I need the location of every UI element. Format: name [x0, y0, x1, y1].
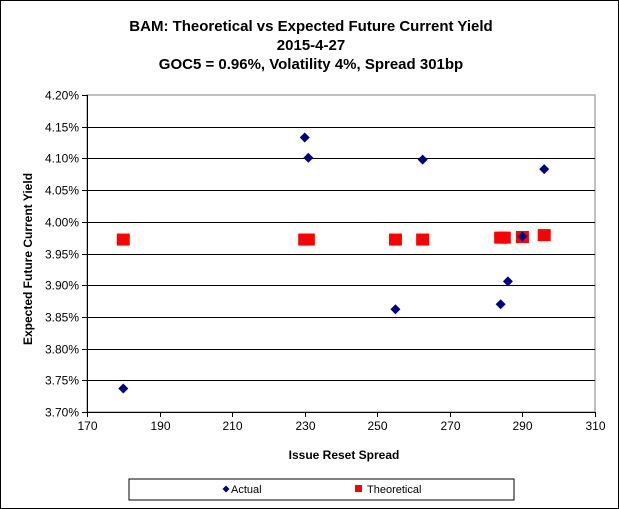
theoretical-point	[388, 233, 402, 246]
y-tick-label: 3.80%	[45, 343, 79, 357]
actual-point	[390, 304, 401, 315]
plot-area	[86, 94, 596, 413]
x-tick-label: 290	[512, 419, 532, 433]
actual-point	[539, 164, 550, 175]
x-axis-title: Issue Reset Spread	[289, 448, 400, 462]
theoretical-point	[537, 229, 551, 242]
y-tick-label: 4.10%	[45, 152, 79, 166]
x-tick-label: 170	[77, 419, 97, 433]
actual-point	[417, 154, 428, 165]
chart-title-line-1: BAM: Theoretical vs Expected Future Curr…	[129, 18, 492, 35]
legend-actual-marker	[222, 485, 230, 493]
y-tick-label: 4.00%	[45, 216, 79, 230]
y-tick-label: 3.75%	[45, 374, 79, 388]
actual-point	[517, 231, 528, 242]
data-points	[116, 132, 551, 394]
tick-labels: 3.70% 3.75% 3.80% 3.85% 3.90% 3.95% 4.00% 4.05%…	[45, 89, 606, 434]
theoretical-point	[497, 231, 511, 244]
y-tick-label: 3.95%	[45, 248, 79, 262]
legend: Actual Theoretical	[128, 478, 515, 501]
y-tick-label: 3.70%	[45, 406, 79, 420]
chart-title-line-2: 2015-4-27	[277, 37, 345, 54]
y-tick-label: 4.20%	[45, 89, 79, 103]
actual-point	[502, 276, 513, 287]
y-tick-label: 4.05%	[45, 184, 79, 198]
theoretical-point	[116, 233, 130, 246]
actual-point	[118, 383, 129, 394]
legend-theoretical-label: Theoretical	[367, 484, 421, 496]
x-tick-label: 270	[440, 419, 460, 433]
theoretical-point	[416, 233, 430, 246]
theoretical-point	[301, 233, 315, 246]
chart-title-line-3: GOC5 = 0.96%, Volatility 4%, Spread 301b…	[159, 56, 463, 73]
actual-point	[299, 132, 310, 143]
legend-box	[128, 478, 515, 501]
actual-point	[495, 299, 506, 310]
x-tick-label: 210	[222, 419, 242, 433]
y-tick-label: 4.15%	[45, 121, 79, 135]
actual-point	[303, 152, 314, 163]
axes	[82, 95, 596, 417]
x-tick-label: 250	[367, 419, 387, 433]
legend-actual-label: Actual	[231, 484, 262, 496]
x-tick-label: 230	[295, 419, 315, 433]
y-tick-label: 3.90%	[45, 279, 79, 293]
legend-theoretical-marker	[355, 485, 362, 492]
y-tick-label: 3.85%	[45, 311, 79, 325]
y-axis-title: Expected Future Current Yield	[21, 173, 35, 345]
x-tick-label: 190	[150, 419, 170, 433]
gridlines	[87, 127, 595, 381]
x-tick-label: 310	[585, 419, 605, 433]
